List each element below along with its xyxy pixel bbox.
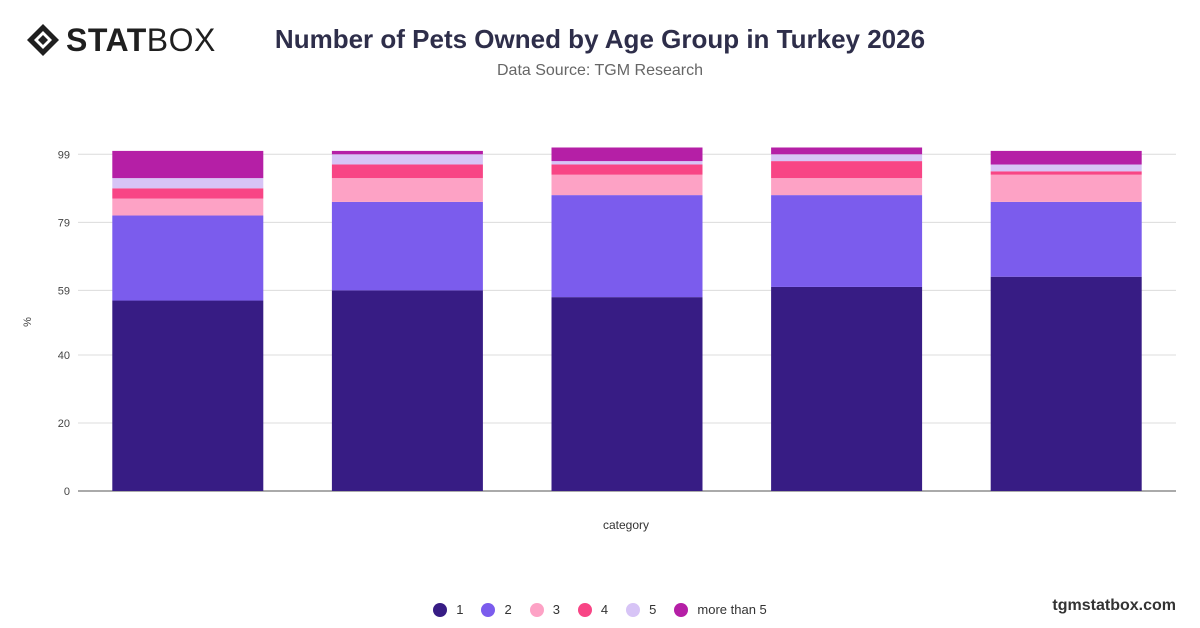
bar-segment-series-3-category-2	[331, 178, 483, 202]
bar-segment-series-2-category-1	[112, 215, 264, 301]
bar-segment-series-4-category-2	[331, 164, 483, 179]
x-axis-label: category	[603, 518, 649, 532]
stacked-bar-chart: 0 20 40 59 79 99% category	[22, 147, 1176, 532]
legend-label: 4	[600, 602, 609, 617]
y-tick-label: 20	[58, 418, 70, 430]
bar-segment-series-1-category-1	[112, 300, 264, 491]
bar-segment-series-2-category-5	[990, 201, 1142, 277]
bar-segment-series-1-category-2	[331, 290, 483, 491]
legend-item[interactable]: 2	[481, 602, 512, 617]
bar-segment-series-6-category-5	[990, 150, 1142, 165]
legend-item[interactable]: 4	[577, 602, 609, 617]
diamond-logo-icon	[27, 24, 59, 56]
bar-segment-series-5-category-4	[771, 154, 923, 162]
logo-bold-text: STAT	[66, 22, 147, 58]
y-tick-label: 99	[58, 149, 70, 161]
logo-light-text: BOX	[146, 22, 216, 58]
bar-segment-series-3-category-3	[551, 174, 703, 196]
bar-segment-series-6-category-1	[112, 150, 264, 179]
legend-label: 2	[504, 602, 512, 617]
bar-segment-series-3-category-4	[771, 178, 923, 196]
y-tick-label: 59	[58, 285, 70, 297]
chart-legend: 1 2 3 4 5 more than 5	[0, 602, 1200, 617]
bar-segment-series-2-category-3	[551, 195, 703, 298]
chart-title: Number of Pets Owned by Age Group in Tur…	[274, 24, 926, 54]
bar-segment-series-5-category-1	[112, 178, 264, 189]
legend-label: 1	[456, 602, 464, 617]
legend-marker	[626, 602, 641, 617]
bar-segment-series-2-category-4	[771, 195, 923, 287]
y-axis-label: %	[22, 317, 34, 327]
bar-segment-series-5-category-2	[331, 154, 483, 165]
bar-segment-series-6-category-2	[331, 150, 483, 155]
statbox-logo: STATBOX	[26, 22, 216, 58]
legend-marker	[577, 602, 592, 617]
bar-segment-series-3-category-5	[990, 174, 1142, 202]
bar-segment-series-1-category-3	[551, 297, 703, 491]
legend-item[interactable]: 1	[433, 602, 463, 617]
legend-item[interactable]: more than 5	[674, 602, 767, 617]
bar-segment-series-2-category-2	[331, 201, 483, 291]
y-tick-label: 79	[58, 217, 70, 229]
bar-segment-series-5-category-5	[990, 164, 1142, 172]
legend-label: 3	[552, 602, 560, 617]
legend-label: more than 5	[697, 602, 767, 617]
legend-marker	[674, 602, 689, 617]
bar-segment-series-5-category-3	[551, 161, 703, 165]
watermark: tgmstatbox.com	[1052, 597, 1176, 614]
legend-item[interactable]: 3	[529, 602, 560, 617]
bar-segment-series-4-category-1	[112, 188, 264, 199]
bar-segment-series-1-category-4	[771, 286, 923, 491]
legend-marker	[529, 602, 544, 617]
bar-segment-series-6-category-3	[551, 147, 703, 162]
bar-segment-series-6-category-4	[771, 147, 923, 155]
bar-segment-series-4-category-3	[551, 164, 703, 175]
legend-marker	[481, 602, 496, 617]
chart-subtitle: Data Source: TGM Research	[496, 62, 703, 79]
bar-segment-series-3-category-1	[112, 198, 264, 216]
y-tick-label: 40	[58, 350, 70, 362]
bar-segment-series-1-category-5	[990, 276, 1142, 491]
legend-item[interactable]: 5	[626, 602, 656, 617]
bar-segment-series-4-category-4	[771, 161, 923, 179]
legend-label: 5	[649, 602, 657, 617]
logo-wordmark: STATBOX	[66, 22, 216, 58]
y-tick-label: 0	[64, 486, 70, 498]
legend-marker	[433, 602, 448, 617]
bar-segment-series-4-category-5	[990, 171, 1142, 175]
